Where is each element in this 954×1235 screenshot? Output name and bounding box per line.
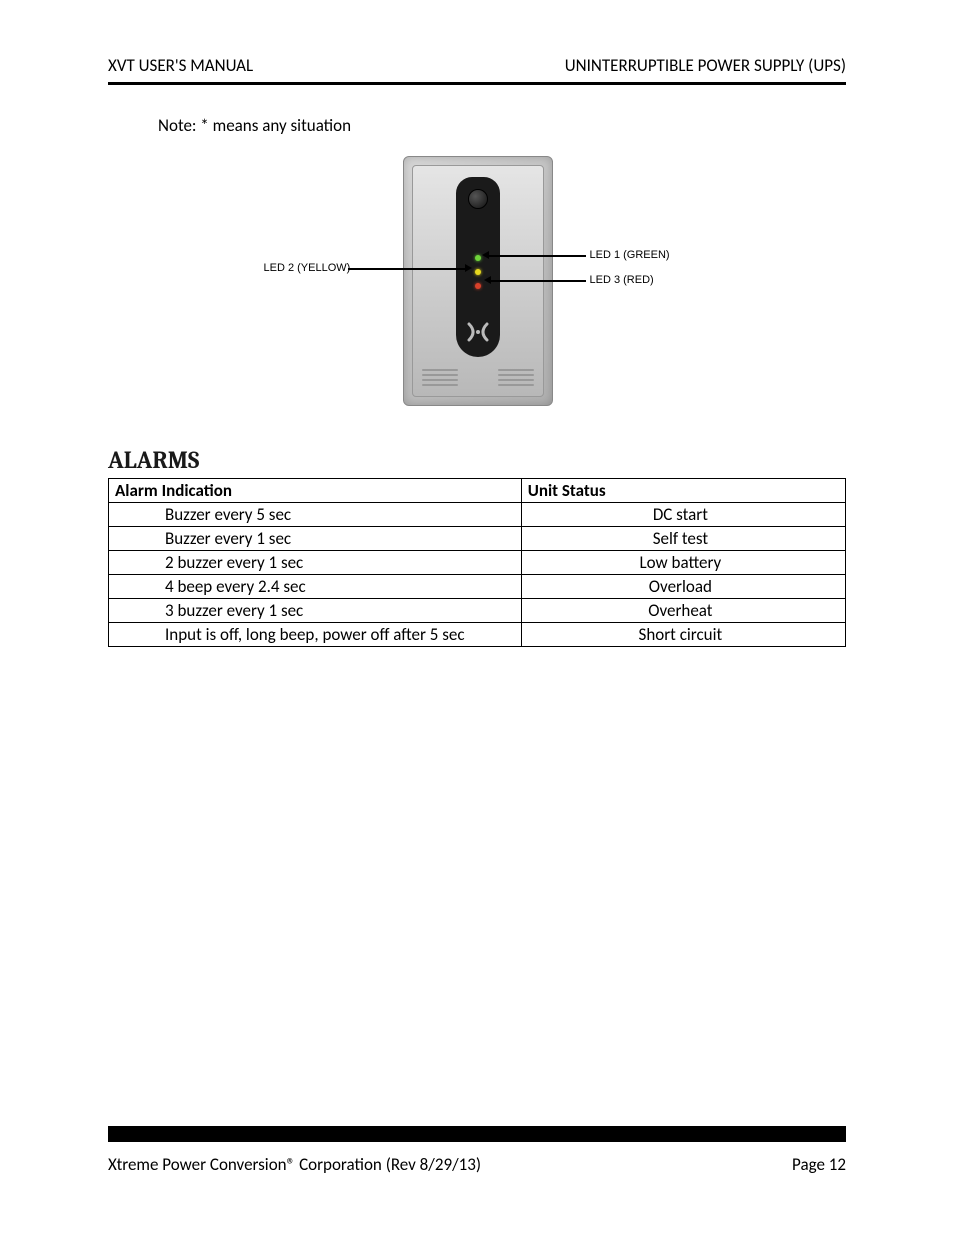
cell-unit-status: Self test — [521, 527, 845, 551]
cell-unit-status: Overheat — [521, 599, 845, 623]
table-header-row: Alarm Indication Unit Status — [109, 479, 846, 503]
vent-left-icon — [422, 369, 458, 387]
table-row: Buzzer every 1 secSelf test — [109, 527, 846, 551]
alarms-table: Alarm Indication Unit Status Buzzer ever… — [108, 478, 846, 647]
cell-alarm-indication: 4 beep every 2.4 sec — [109, 575, 522, 599]
device-center-panel — [456, 177, 500, 357]
table-row: 4 beep every 2.4 secOverload — [109, 575, 846, 599]
col-header-status: Unit Status — [521, 479, 845, 503]
callout-arrow-led2-icon — [465, 264, 472, 272]
cell-alarm-indication: Buzzer every 1 sec — [109, 527, 522, 551]
cell-unit-status: Low battery — [521, 551, 845, 575]
table-row: Buzzer every 5 secDC start — [109, 503, 846, 527]
header-left: XVT USER'S MANUAL — [108, 55, 253, 76]
cell-alarm-indication: 2 buzzer every 1 sec — [109, 551, 522, 575]
callout-line-led2 — [348, 268, 468, 270]
table-row: 2 buzzer every 1 secLow battery — [109, 551, 846, 575]
label-led3: LED 3 (RED) — [590, 274, 654, 286]
callout-line-led1 — [486, 255, 586, 257]
footer-left: Xtreme Power Conversion® Corporation (Re… — [108, 1154, 481, 1175]
table-row: Input is off, long beep, power off after… — [109, 623, 846, 647]
cell-unit-status: Overload — [521, 575, 845, 599]
callout-arrow-led1-icon — [482, 251, 489, 259]
page-header: XVT USER'S MANUAL UNINTERRUPTIBLE POWER … — [108, 55, 846, 85]
callout-line-led3 — [488, 280, 586, 282]
page-footer: Xtreme Power Conversion® Corporation (Re… — [108, 1126, 846, 1175]
cell-alarm-indication: Buzzer every 5 sec — [109, 503, 522, 527]
device-figure: LED 2 (YELLOW) LED 1 (GREEN) LED 3 (RED) — [270, 156, 685, 406]
footer-right: Page 12 — [792, 1154, 846, 1175]
col-header-alarm: Alarm Indication — [109, 479, 522, 503]
header-right: UNINTERRUPTIBLE POWER SUPPLY (UPS) — [565, 55, 846, 76]
alarms-tbody: Buzzer every 5 secDC startBuzzer every 1… — [109, 503, 846, 647]
led-2-yellow — [475, 269, 481, 275]
power-button-icon — [468, 189, 488, 209]
led-1-green — [475, 255, 481, 261]
vent-right-icon — [498, 369, 534, 387]
cell-alarm-indication: 3 buzzer every 1 sec — [109, 599, 522, 623]
device-logo-icon — [463, 322, 493, 347]
table-row: 3 buzzer every 1 secOverheat — [109, 599, 846, 623]
note-text: Note: * means any situation — [158, 115, 846, 136]
cell-unit-status: DC start — [521, 503, 845, 527]
callout-arrow-led3-icon — [484, 276, 491, 284]
led-group — [475, 255, 481, 289]
label-led1: LED 1 (GREEN) — [590, 249, 670, 261]
cell-unit-status: Short circuit — [521, 623, 845, 647]
label-led2: LED 2 (YELLOW) — [264, 262, 351, 274]
section-title-alarms: ALARMS — [108, 446, 846, 474]
footer-bar — [108, 1126, 846, 1142]
cell-alarm-indication: Input is off, long beep, power off after… — [109, 623, 522, 647]
led-3-red — [475, 283, 481, 289]
